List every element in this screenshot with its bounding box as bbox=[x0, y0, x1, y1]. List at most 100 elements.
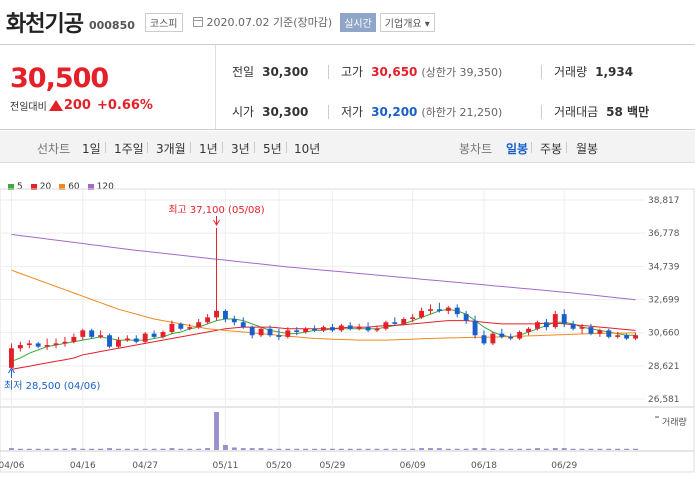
lower-limit: (하한가 21,250) bbox=[421, 106, 503, 119]
tab-candle-chart[interactable]: 봉차트 bbox=[459, 142, 493, 156]
candle-body bbox=[490, 333, 496, 344]
volume-bar bbox=[160, 448, 166, 450]
tab-1week[interactable]: 1주일 bbox=[114, 142, 144, 156]
tab-daily[interactable]: 일봉 bbox=[506, 142, 529, 156]
tab-line-chart[interactable]: 선차트 bbox=[37, 142, 71, 156]
volume-bar bbox=[321, 448, 326, 450]
candle-body bbox=[249, 327, 255, 336]
tab-1day[interactable]: 1일 bbox=[82, 142, 101, 156]
candle-body bbox=[231, 318, 237, 323]
y-tick-label: 38,817 bbox=[648, 196, 680, 206]
candle-body bbox=[44, 345, 50, 347]
candle-body bbox=[472, 320, 478, 336]
legend-swatch bbox=[87, 184, 94, 190]
tab-5year[interactable]: 5년 bbox=[263, 142, 282, 156]
volume-bar bbox=[365, 448, 371, 450]
volume-bar bbox=[71, 448, 77, 450]
volume-stat: 거래량 1,934 bbox=[554, 63, 633, 80]
volume-bar bbox=[428, 448, 433, 450]
candle-body bbox=[160, 332, 166, 337]
legend-swatch bbox=[59, 184, 66, 190]
volume-bar bbox=[374, 448, 380, 450]
chart-labels: 38,817 36,778 34,739 32,699 30,660 28,621 26,5… bbox=[0, 196, 687, 471]
volume-bar bbox=[285, 448, 291, 450]
volume-bar bbox=[178, 448, 184, 450]
y-tick-label: 26,581 bbox=[648, 395, 680, 405]
volume-bar bbox=[383, 448, 389, 450]
volume-bar bbox=[294, 448, 300, 450]
candle-body bbox=[9, 348, 14, 368]
candle-body bbox=[53, 343, 59, 346]
volume-value: 1,934 bbox=[595, 65, 634, 79]
change-label: 전일대비 bbox=[10, 102, 47, 113]
tab-weekly[interactable]: 주봉 bbox=[540, 142, 563, 156]
up-triangle-icon bbox=[48, 100, 63, 111]
candle-body bbox=[347, 325, 353, 329]
candle-body bbox=[169, 323, 175, 333]
volume-bar bbox=[151, 448, 157, 450]
candle-body bbox=[285, 330, 291, 337]
candle-body bbox=[133, 338, 139, 342]
candle-body bbox=[240, 322, 246, 328]
candle-body bbox=[633, 335, 638, 339]
candle-body bbox=[151, 333, 157, 337]
ma-line-120 bbox=[11, 233, 636, 301]
tab-3year[interactable]: 3년 bbox=[231, 142, 250, 156]
candle-body bbox=[508, 336, 514, 339]
candle-body bbox=[196, 322, 202, 328]
candle-body bbox=[561, 314, 567, 324]
change-value: 200 bbox=[63, 98, 91, 113]
tab-monthly[interactable]: 월봉 bbox=[576, 142, 599, 156]
volume-bar bbox=[222, 444, 228, 450]
tab-3month[interactable]: 3개월 bbox=[156, 142, 186, 156]
candle-body bbox=[214, 310, 219, 318]
realtime-button[interactable]: 실시간 bbox=[340, 12, 376, 32]
volume-bar bbox=[267, 448, 273, 450]
corp-info-dropdown[interactable]: 기업개요 ▾ bbox=[379, 12, 435, 32]
volume-bar bbox=[276, 448, 282, 450]
tab-1year[interactable]: 1년 bbox=[199, 142, 218, 156]
candle-body bbox=[606, 330, 612, 337]
candle-body bbox=[89, 330, 95, 337]
divider bbox=[147, 142, 148, 153]
price-change: 전일대비 200 +0.66% bbox=[10, 98, 153, 113]
volume-bar bbox=[196, 448, 202, 450]
legend-ma120: 120 bbox=[87, 182, 114, 192]
volume-bar bbox=[436, 448, 442, 450]
candle-body bbox=[303, 328, 309, 333]
legend-ma60: 60 bbox=[59, 182, 80, 192]
candle-body bbox=[552, 314, 558, 328]
candle-body bbox=[187, 327, 193, 329]
open-value: 30,300 bbox=[262, 105, 309, 119]
candle-body bbox=[454, 307, 460, 315]
volume-label: 거래량 bbox=[662, 416, 687, 428]
candle-body bbox=[321, 327, 326, 331]
candle-body bbox=[463, 314, 469, 321]
volume-bar bbox=[490, 448, 496, 450]
amount-value: 58 백만 bbox=[606, 105, 650, 119]
volume-bar bbox=[53, 448, 59, 450]
candle-body bbox=[80, 330, 86, 337]
header-bar: 화천기공 000850 코스피 2020.07.02 기준(장마감) 실시간 기… bbox=[0, 0, 695, 44]
volume-bar bbox=[124, 448, 130, 450]
volume-bar bbox=[98, 448, 104, 450]
candle-body bbox=[392, 322, 398, 324]
candle-body bbox=[499, 333, 505, 337]
volume-bar bbox=[410, 448, 416, 450]
volume-bar bbox=[499, 448, 505, 450]
market-badge: 코스피 bbox=[144, 12, 183, 32]
volume-bar bbox=[552, 448, 558, 450]
low-value: 30,200 bbox=[371, 105, 418, 119]
candle-body bbox=[436, 309, 442, 311]
tab-10year[interactable]: 10년 bbox=[294, 142, 321, 156]
prev-label: 전일 bbox=[232, 65, 255, 79]
volume-bar bbox=[392, 448, 398, 450]
volume-bar bbox=[107, 448, 112, 450]
volume-label: 거래량 bbox=[554, 65, 588, 79]
candle-body bbox=[615, 335, 621, 337]
candle-body bbox=[410, 317, 416, 319]
candles bbox=[9, 227, 638, 368]
chevron-down-icon: ▾ bbox=[421, 18, 430, 30]
volume-bar bbox=[80, 448, 86, 450]
